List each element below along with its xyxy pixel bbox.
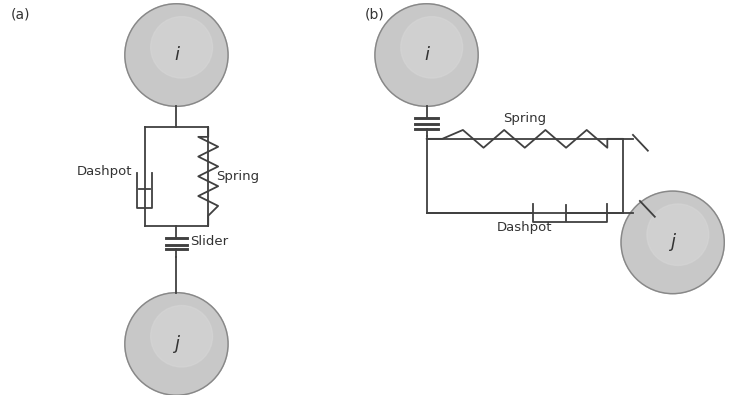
Circle shape xyxy=(375,4,478,106)
Text: Dashpot: Dashpot xyxy=(497,221,553,234)
Text: i: i xyxy=(424,46,429,64)
Text: Slider: Slider xyxy=(191,235,229,248)
Circle shape xyxy=(125,293,228,395)
Circle shape xyxy=(621,191,724,294)
Text: i: i xyxy=(174,46,179,64)
Circle shape xyxy=(401,17,463,78)
Circle shape xyxy=(125,4,228,106)
Text: Spring: Spring xyxy=(216,170,259,183)
Text: j: j xyxy=(174,335,179,353)
Circle shape xyxy=(647,204,709,265)
Text: Spring: Spring xyxy=(504,112,546,125)
Circle shape xyxy=(151,306,213,367)
Text: Dashpot: Dashpot xyxy=(77,165,132,178)
Circle shape xyxy=(151,17,213,78)
Text: (a): (a) xyxy=(11,8,30,21)
Text: j: j xyxy=(670,233,675,252)
Text: (b): (b) xyxy=(365,8,385,21)
